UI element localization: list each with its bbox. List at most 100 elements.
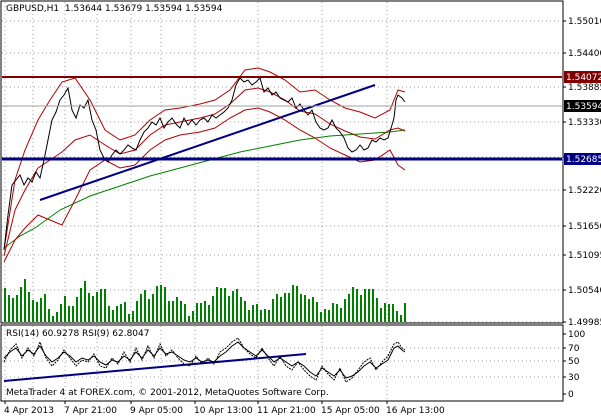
trend-line	[39, 84, 376, 201]
support-price-label: 1.52685	[566, 155, 601, 165]
volume-bar	[364, 289, 366, 322]
volume-bar	[288, 293, 290, 322]
volume-bar	[8, 295, 10, 322]
volume-bar	[128, 314, 130, 322]
chart-header: GBPUSD,H1 1.53644 1.53679 1.53594 1.5359…	[6, 4, 222, 15]
volume-bar	[368, 289, 370, 322]
volume-bar	[136, 301, 138, 322]
time-axis: 4 Apr 2013 7 Apr 21:00 9 Apr 05:00 10 Apr 1…	[4, 401, 445, 416]
volume-bar	[360, 295, 362, 322]
bollinger-upper	[3, 67, 406, 251]
volume-bar	[300, 294, 302, 322]
volume-bar	[392, 304, 394, 322]
volume-bar	[16, 295, 18, 322]
rsi-tick-label: 50	[568, 357, 580, 367]
rsi-9-line	[3, 337, 406, 383]
bollinger-lower	[3, 107, 406, 263]
volume-bar	[228, 296, 230, 322]
price-tick-label: 1.52220	[568, 186, 601, 196]
volume-bar	[212, 296, 214, 322]
symbol-timeframe: GBPUSD,H1	[6, 4, 60, 14]
volume-bar	[108, 306, 110, 322]
volume-bar	[180, 301, 182, 322]
volume-bar	[48, 309, 50, 322]
volume-bar	[76, 297, 78, 322]
volume-bar	[32, 300, 34, 322]
volume-bar	[84, 281, 86, 322]
volume-bar	[60, 304, 62, 322]
volume-bar	[252, 305, 254, 322]
volume-bar	[244, 301, 246, 322]
time-tick-label: 7 Apr 21:00	[64, 406, 117, 416]
volume-bar	[220, 288, 222, 322]
volume-bar	[320, 312, 322, 322]
volume-bar	[328, 310, 330, 322]
time-tick-label: 15 Apr 05:00	[321, 406, 380, 416]
price-tick-label: 1.49985	[568, 318, 601, 328]
price-tick-label: 1.55010	[568, 17, 601, 27]
price-tick-label: 1.54400	[568, 49, 601, 59]
volume-bar	[24, 279, 26, 322]
price-tick-label: 1.53885	[568, 83, 601, 93]
volume-bar	[164, 287, 166, 322]
volume-bar	[140, 294, 142, 322]
volume-bar	[44, 294, 46, 322]
volume-bar	[176, 297, 178, 322]
volume-bar	[96, 292, 98, 322]
support-price-marker	[564, 153, 601, 165]
volume-bar	[188, 316, 190, 322]
volume-bar	[396, 311, 398, 322]
volume-bar	[236, 289, 238, 322]
volume-bar	[284, 293, 286, 322]
rsi-tick-label: 70	[568, 344, 580, 354]
volume-bar	[336, 304, 338, 322]
volume-bar	[40, 298, 42, 322]
volume-bar	[344, 299, 346, 322]
rsi-trend-line	[3, 353, 307, 382]
rsi-header: RSI(14) 60.9278 RSI(9) 62.8047	[6, 329, 150, 339]
volume-bar	[100, 289, 102, 322]
volume-bar	[208, 305, 210, 322]
volume-bar	[256, 304, 258, 322]
copyright-text: MetaTrader 4 at FOREX.com, © 2001-2012, …	[6, 388, 329, 398]
volume-bar	[196, 303, 198, 322]
volume-bar	[36, 302, 38, 322]
rsi-14-line	[3, 341, 406, 379]
volume-bar	[28, 292, 30, 322]
resistance-price-label: 1.54072	[566, 73, 601, 83]
current-price-marker	[564, 100, 601, 112]
volume-bar	[232, 291, 234, 322]
volume-bar	[88, 293, 90, 322]
volume-bar	[144, 290, 146, 322]
volume-bar	[380, 308, 382, 322]
volume-bar	[4, 288, 6, 322]
volume-bar	[296, 286, 298, 322]
main-panel[interactable]	[0, 0, 564, 324]
volume-bar	[172, 301, 174, 322]
volume-bar	[148, 299, 150, 322]
volume-bar	[184, 304, 186, 322]
volume-bar	[240, 297, 242, 322]
volume-bar	[12, 298, 14, 322]
volume-bar	[68, 306, 70, 322]
volume-bar	[92, 296, 94, 322]
volume-bar	[132, 311, 134, 322]
volume-bar	[56, 312, 58, 322]
volume-bar	[156, 286, 158, 322]
volume-bar	[112, 310, 114, 322]
volume-bar	[124, 302, 126, 322]
volume-bar	[332, 303, 334, 322]
volume-bar	[348, 294, 350, 322]
rsi-tick-label: 0	[568, 390, 574, 400]
volume-bar	[264, 309, 266, 322]
price-bars	[3, 77, 406, 251]
volume-bar	[216, 287, 218, 322]
current-price-label: 1.53594	[566, 102, 601, 112]
time-tick-label: 9 Apr 05:00	[130, 406, 183, 416]
time-tick-label: 10 Apr 13:00	[194, 406, 253, 416]
rsi-panel[interactable]	[0, 324, 564, 402]
volume-bar	[52, 316, 54, 322]
volume-bar	[308, 299, 310, 322]
volume-bar	[316, 302, 318, 322]
